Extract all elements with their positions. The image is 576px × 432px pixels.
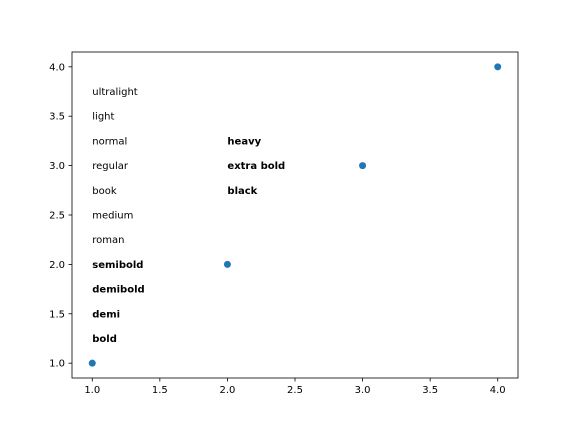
font-weight-annotation: ultralight — [92, 87, 138, 98]
font-weight-annotation: black — [227, 186, 257, 197]
y-tick-label: 1.5 — [49, 309, 65, 320]
y-tick-label: 1.0 — [49, 359, 65, 370]
font-weight-annotation: bold — [92, 334, 117, 345]
font-weight-annotation: regular — [92, 161, 129, 172]
font-weight-annotation: demi — [92, 309, 120, 320]
y-tick-label: 2.0 — [49, 260, 65, 271]
font-weight-annotation: normal — [92, 136, 127, 147]
points-layer — [89, 63, 501, 366]
font-weight-annotation: light — [92, 112, 114, 123]
font-weight-annotation: book — [92, 186, 117, 197]
scatter-point — [494, 63, 501, 70]
y-tick-label: 3.5 — [49, 112, 65, 123]
ticks-layer: 1.0 1.5 2.0 2.5 3.0 3.5 4.0 1.0 1.5 2.0 2.5 3.0 3.5 4… — [49, 62, 506, 396]
x-tick-label: 3.0 — [355, 385, 371, 396]
y-tick-label: 3.0 — [49, 161, 65, 172]
font-weight-annotation: semibold — [92, 260, 143, 271]
y-tick-label: 4.0 — [49, 62, 65, 73]
font-weight-annotation: demibold — [92, 285, 144, 296]
x-tick-label: 1.5 — [152, 385, 168, 396]
x-tick-label: 2.5 — [287, 385, 303, 396]
scatter-point — [359, 162, 366, 169]
x-tick-label: 1.0 — [84, 385, 100, 396]
x-tick-label: 3.5 — [422, 385, 438, 396]
font-weight-annotation: medium — [92, 211, 133, 222]
scatter-point — [224, 261, 231, 268]
y-tick-label: 2.5 — [49, 211, 65, 222]
x-tick-label: 2.0 — [219, 385, 235, 396]
font-weight-annotation: heavy — [227, 136, 261, 147]
plot-frame — [72, 52, 518, 378]
font-weight-annotation: extra bold — [227, 161, 285, 172]
x-tick-label: 4.0 — [490, 385, 506, 396]
annotations-layer: ultralight light normal regular book medium ro… — [92, 87, 285, 345]
font-weight-annotation: roman — [92, 235, 124, 246]
scatter-point — [89, 360, 96, 367]
